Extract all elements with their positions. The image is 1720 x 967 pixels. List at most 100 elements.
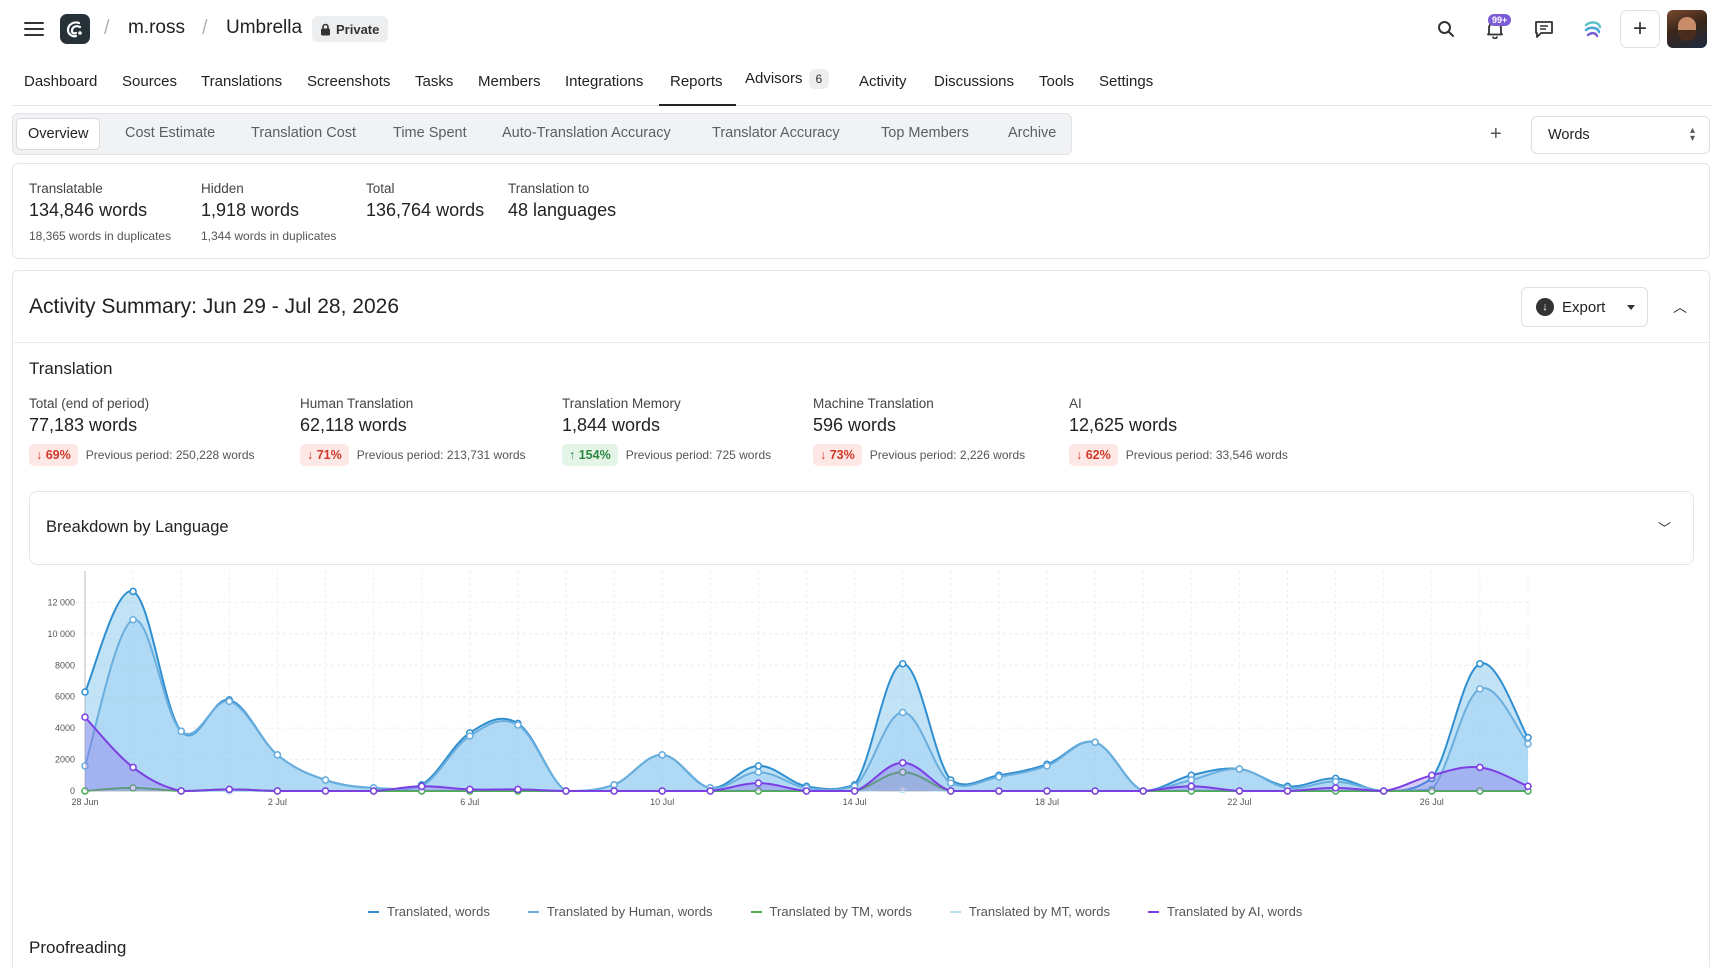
activity-chart: 0 2000 4000 6000 8000 10 000 12 000 28 Jun 2 Jul…: [47, 571, 1532, 807]
legend-label: Translated by Human, words: [546, 904, 713, 919]
search-icon[interactable]: [1434, 17, 1458, 41]
metric-label: Human Translation: [300, 396, 414, 411]
stat-subtext: 18,365 words in duplicates: [29, 229, 172, 243]
data-point: [1043, 787, 1051, 795]
y-tick-label: 4000: [55, 723, 75, 733]
data-point: [466, 785, 474, 794]
legend-item[interactable]: Translated by AI, words: [1148, 904, 1302, 919]
data-point: [1379, 787, 1388, 795]
expand-chevron-icon: ﹀: [1657, 521, 1671, 536]
nav-translations[interactable]: Translations: [201, 73, 283, 90]
previous-period: Previous period: 250,228 words: [85, 448, 255, 462]
menu-icon[interactable]: [22, 18, 46, 40]
advisors-count-badge: 6: [808, 69, 830, 89]
download-icon: ↓: [1536, 298, 1554, 316]
stat-label: Translatable: [29, 181, 103, 196]
data-point: [369, 787, 378, 795]
y-tick-label: 6000: [55, 692, 75, 702]
activity-summary-card: Activity Summary: Jun 29 - Jul 28, 2026 …: [12, 270, 1710, 967]
nav-tasks[interactable]: Tasks: [415, 73, 454, 90]
metric-machine-translation: Machine Translation 596 words ↓ 73% Previ…: [813, 396, 1025, 466]
create-button[interactable]: +: [1620, 10, 1660, 48]
data-point: [754, 768, 763, 776]
data-point: [754, 787, 763, 795]
nav-members[interactable]: Members: [478, 73, 541, 90]
top-bar: / m.ross / Umbrella Private 99+ +: [0, 0, 1720, 58]
legend-label: Translated by AI, words: [1167, 904, 1303, 919]
ai-assistant-icon[interactable]: [1581, 17, 1605, 41]
legend-swatch: [527, 910, 539, 913]
export-button[interactable]: ↓ Export: [1521, 287, 1648, 327]
stat-hidden: Hidden 1,918 words 1,344 words in duplic…: [201, 181, 336, 243]
data-point: [1331, 777, 1340, 786]
nav-settings[interactable]: Settings: [1099, 73, 1154, 90]
data-point: [514, 721, 522, 729]
data-point: [273, 787, 282, 795]
change-badge: ↓ 71%: [300, 444, 349, 466]
nav-discussions[interactable]: Discussions: [934, 73, 1015, 90]
subtab-translation-cost[interactable]: Translation Cost: [251, 125, 357, 141]
nav-screenshots[interactable]: Screenshots: [307, 73, 391, 90]
data-point: [1524, 782, 1532, 791]
data-point: [177, 787, 185, 795]
breakdown-by-language-panel[interactable]: Breakdown by Language ﹀: [29, 491, 1694, 565]
data-point: [898, 768, 907, 776]
chat-icon[interactable]: [1532, 17, 1556, 41]
subtab-archive[interactable]: Archive: [1008, 125, 1057, 141]
collapse-chevron-icon[interactable]: ︿: [1673, 299, 1687, 315]
data-point: [273, 751, 282, 759]
breadcrumb-owner[interactable]: m.ross: [128, 17, 185, 38]
app-logo[interactable]: [60, 14, 90, 44]
legend-label: Translated by TM, words: [769, 904, 912, 919]
notification-count-badge: 99+: [1488, 14, 1512, 26]
subtab-overview[interactable]: Overview: [16, 118, 101, 150]
nav-integrations[interactable]: Integrations: [565, 73, 644, 90]
x-tick-label: 22 Jul: [1227, 797, 1251, 807]
data-point: [706, 787, 715, 795]
private-badge: Private: [312, 16, 389, 42]
stat-translatable: Translatable 134,846 words 18,365 words …: [29, 181, 171, 243]
legend-item[interactable]: Translated, words: [368, 904, 490, 919]
subtab-time-spent[interactable]: Time Spent: [393, 125, 467, 141]
data-point: [658, 787, 666, 795]
nav-tools[interactable]: Tools: [1039, 73, 1075, 90]
breadcrumb-project[interactable]: Umbrella: [226, 17, 303, 38]
data-point: [1331, 784, 1340, 792]
x-tick-label: 14 Jul: [843, 797, 867, 807]
breakdown-title: Breakdown by Language: [46, 518, 229, 536]
nav-activity[interactable]: Activity: [859, 73, 907, 90]
subtab-translator-accuracy[interactable]: Translator Accuracy: [712, 125, 840, 141]
x-tick-label: 6 Jul: [460, 797, 479, 807]
y-tick-label: 10 000: [47, 629, 75, 639]
data-point: [1476, 787, 1484, 795]
stat-label: Translation to: [508, 181, 590, 196]
previous-period: Previous period: 33,546 words: [1125, 448, 1288, 462]
unit-select[interactable]: Words ▴ ▾: [1531, 116, 1710, 154]
data-point: [321, 776, 330, 784]
legend-item[interactable]: Translated by TM, words: [750, 904, 912, 919]
subtab-cost-estimate[interactable]: Cost Estimate: [125, 125, 216, 141]
translation-section-title: Translation: [29, 359, 113, 378]
nav-sources[interactable]: Sources: [122, 73, 178, 90]
data-point: [610, 787, 618, 795]
subtab-auto-translation-accuracy[interactable]: Auto-Translation Accuracy: [502, 125, 671, 141]
legend-label: Translated, words: [387, 904, 490, 919]
nav-dashboard[interactable]: Dashboard: [24, 73, 98, 90]
subtab-top-members[interactable]: Top Members: [881, 125, 969, 141]
data-point: [610, 780, 618, 789]
breadcrumb-separator: /: [202, 17, 208, 39]
legend-item[interactable]: Translated by Human, words: [527, 904, 713, 919]
report-tabs: Overview Cost Estimate Translation Cost …: [12, 113, 1072, 155]
change-badge: ↓ 62%: [1069, 444, 1118, 466]
y-tick-label: 2000: [55, 755, 75, 765]
unit-select-value: Words: [1548, 127, 1590, 143]
add-report-button[interactable]: +: [1490, 123, 1502, 145]
data-point: [898, 785, 907, 794]
data-point: [754, 762, 763, 770]
stat-value: 1,918 words: [201, 200, 300, 220]
data-point: [129, 784, 137, 792]
nav-advisors[interactable]: Advisors 6: [745, 69, 830, 89]
user-avatar[interactable]: [1667, 10, 1707, 48]
nav-reports[interactable]: Reports: [670, 73, 723, 90]
legend-item[interactable]: Translated by MT, words: [949, 904, 1110, 919]
